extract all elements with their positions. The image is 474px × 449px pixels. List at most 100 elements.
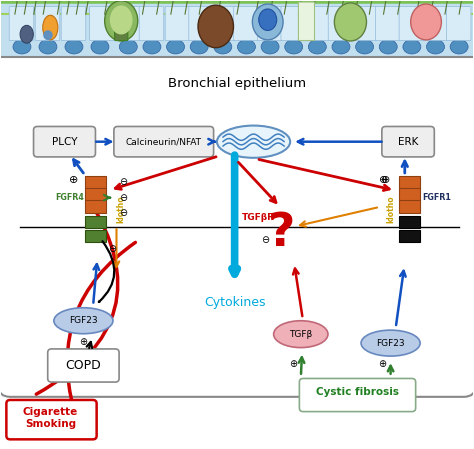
Bar: [85, 216, 106, 228]
Text: Bronchial epithelium: Bronchial epithelium: [168, 77, 306, 90]
FancyBboxPatch shape: [116, 7, 140, 40]
Text: ⊖: ⊖: [119, 208, 128, 218]
Ellipse shape: [13, 40, 31, 54]
Ellipse shape: [43, 15, 58, 40]
Ellipse shape: [105, 1, 138, 41]
Ellipse shape: [43, 30, 53, 40]
Text: Cigarette: Cigarette: [23, 407, 78, 417]
Text: ⊕: ⊕: [289, 359, 297, 369]
Ellipse shape: [427, 40, 445, 54]
Ellipse shape: [334, 3, 366, 41]
Ellipse shape: [20, 25, 33, 43]
Text: Smoking: Smoking: [25, 419, 76, 429]
Text: TGFβ: TGFβ: [289, 330, 312, 339]
Text: FGF23: FGF23: [69, 316, 98, 325]
Ellipse shape: [252, 4, 283, 40]
FancyBboxPatch shape: [423, 7, 447, 40]
Bar: [85, 188, 106, 201]
FancyBboxPatch shape: [189, 7, 213, 40]
Bar: [399, 200, 420, 213]
Text: Cytokines: Cytokines: [204, 296, 265, 309]
Ellipse shape: [403, 40, 421, 54]
Text: PLCY: PLCY: [52, 136, 77, 147]
FancyBboxPatch shape: [34, 127, 95, 157]
Bar: [399, 230, 420, 242]
Text: ⊕: ⊕: [379, 359, 387, 369]
FancyBboxPatch shape: [48, 349, 119, 382]
FancyBboxPatch shape: [447, 7, 471, 40]
Text: ⊕: ⊕: [79, 337, 88, 347]
Ellipse shape: [261, 40, 279, 54]
Text: ⊖: ⊖: [108, 244, 116, 254]
FancyBboxPatch shape: [35, 7, 60, 40]
Text: FGFR4: FGFR4: [55, 193, 83, 202]
FancyBboxPatch shape: [165, 7, 190, 40]
Ellipse shape: [379, 40, 397, 54]
FancyBboxPatch shape: [9, 7, 34, 40]
Text: klotho: klotho: [386, 195, 395, 223]
Ellipse shape: [285, 40, 303, 54]
FancyBboxPatch shape: [281, 7, 306, 40]
Ellipse shape: [361, 330, 420, 356]
FancyArrowPatch shape: [67, 242, 136, 410]
Ellipse shape: [39, 40, 57, 54]
FancyBboxPatch shape: [210, 7, 235, 40]
Bar: [399, 176, 420, 189]
FancyBboxPatch shape: [6, 400, 97, 440]
Ellipse shape: [198, 5, 234, 48]
Text: ⊕: ⊕: [69, 175, 79, 185]
FancyArrowPatch shape: [36, 199, 118, 394]
Text: ?: ?: [268, 211, 296, 256]
Ellipse shape: [450, 40, 468, 54]
FancyBboxPatch shape: [115, 21, 128, 40]
Text: Cystic fibrosis: Cystic fibrosis: [316, 387, 399, 397]
Text: ERK: ERK: [398, 136, 418, 147]
Ellipse shape: [110, 5, 133, 35]
Text: ⊕: ⊕: [379, 175, 388, 185]
FancyBboxPatch shape: [90, 7, 114, 40]
FancyBboxPatch shape: [234, 7, 258, 40]
FancyBboxPatch shape: [352, 7, 376, 40]
Text: klotho: klotho: [117, 195, 126, 223]
Ellipse shape: [119, 40, 137, 54]
Text: FGFR1: FGFR1: [422, 193, 451, 202]
FancyBboxPatch shape: [61, 7, 86, 40]
FancyArrowPatch shape: [99, 241, 114, 302]
Ellipse shape: [54, 308, 113, 334]
Ellipse shape: [273, 321, 328, 348]
Text: FGF23: FGF23: [376, 339, 405, 348]
Ellipse shape: [309, 40, 326, 54]
Ellipse shape: [356, 40, 374, 54]
FancyBboxPatch shape: [114, 127, 214, 157]
Text: Calcineurin/NFAT: Calcineurin/NFAT: [126, 137, 202, 146]
FancyBboxPatch shape: [0, 48, 474, 397]
FancyBboxPatch shape: [328, 7, 353, 40]
Text: COPD: COPD: [65, 359, 101, 372]
Ellipse shape: [91, 40, 109, 54]
Ellipse shape: [65, 40, 83, 54]
FancyBboxPatch shape: [299, 2, 315, 40]
Ellipse shape: [332, 40, 350, 54]
Ellipse shape: [217, 126, 290, 158]
Bar: [85, 176, 106, 189]
FancyBboxPatch shape: [139, 7, 164, 40]
Text: TGFβR: TGFβR: [242, 213, 275, 222]
Text: ⊕: ⊕: [381, 175, 391, 185]
FancyBboxPatch shape: [399, 7, 424, 40]
Text: ⊖: ⊖: [119, 193, 128, 202]
Bar: [85, 230, 106, 242]
Ellipse shape: [166, 40, 184, 54]
Ellipse shape: [237, 40, 255, 54]
Bar: [399, 216, 420, 228]
Ellipse shape: [410, 4, 441, 40]
FancyBboxPatch shape: [305, 7, 329, 40]
Ellipse shape: [259, 9, 277, 31]
FancyBboxPatch shape: [300, 379, 416, 412]
Ellipse shape: [190, 40, 208, 54]
Ellipse shape: [143, 40, 161, 54]
FancyBboxPatch shape: [257, 7, 282, 40]
Bar: [85, 200, 106, 213]
FancyBboxPatch shape: [382, 127, 434, 157]
Text: ⊖: ⊖: [261, 235, 269, 245]
FancyBboxPatch shape: [0, 1, 474, 57]
